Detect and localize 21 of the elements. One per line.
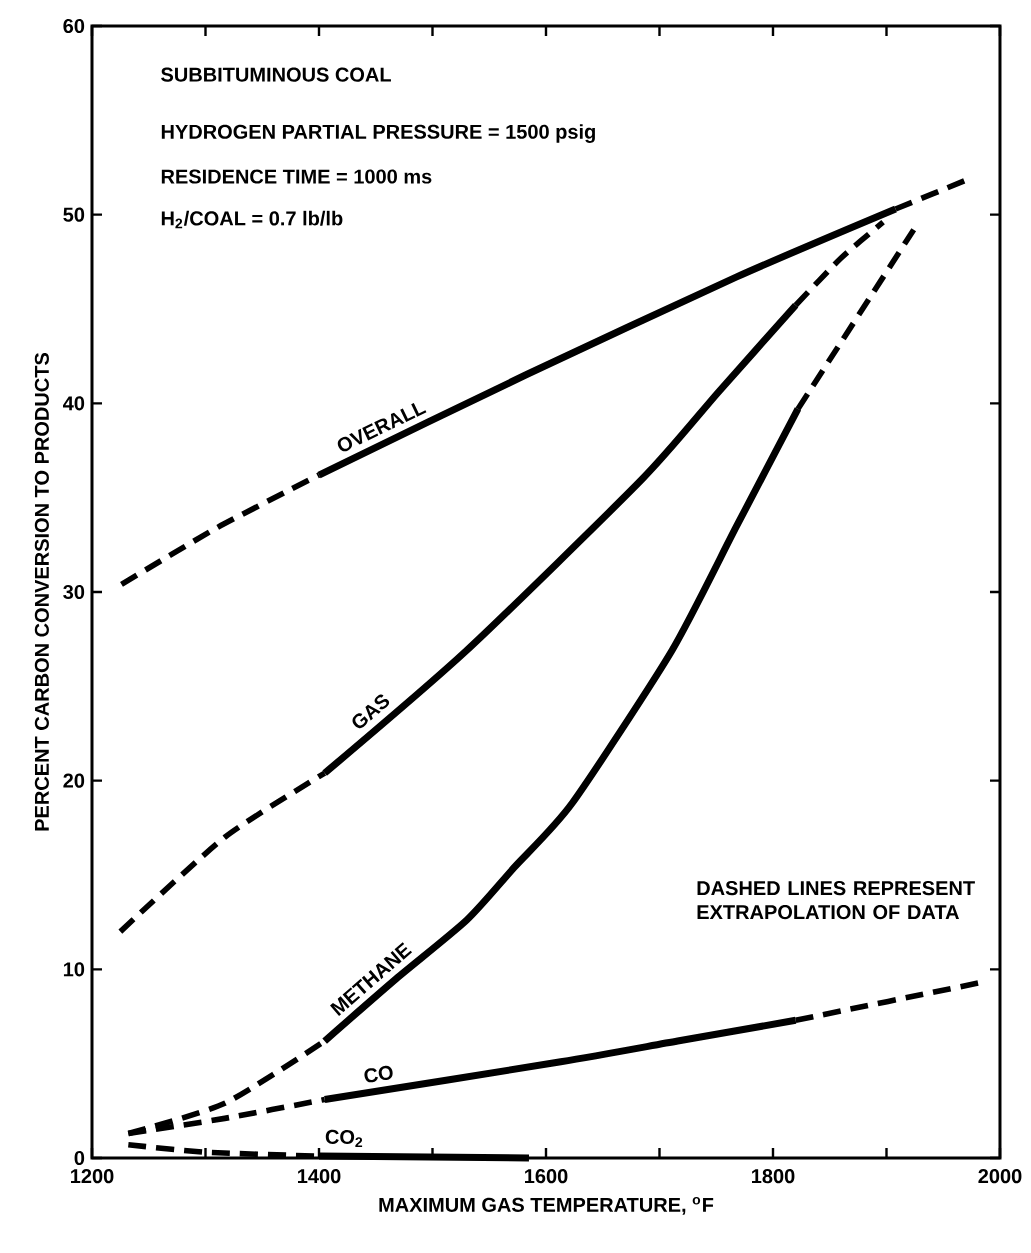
y-tick-label: 0 [74,1150,85,1166]
x-tick-label: 1600 [525,1169,568,1184]
annotation: RESIDENCE TIME = 1000 ms [161,169,432,184]
annotation: H$_{2}$/COAL = 0.7 lb/lb [161,210,343,229]
annotation: HYDROGEN PARTIAL PRESSURE = 1500 psig [161,124,595,143]
annotation: SUBBITUMINOUS COAL [161,67,391,82]
series-label: CO$_{2}$ [325,1129,363,1147]
y-tick-label: 50 [63,207,85,222]
y-tick-label: 10 [63,962,85,977]
x-tick-label: 2000 [978,1169,1022,1184]
y-tick-label: 20 [63,773,85,788]
annotation: DASHED LINES REPRESENT EXTRAPOLATION OF DATA [697,881,975,920]
x-axis-title: MAXIMUM GAS TEMPERATURE, $^{o}$F [379,1196,714,1215]
x-tick-label: 1200 [71,1169,114,1184]
y-tick-label: 30 [63,584,85,600]
y-tick-label: 40 [63,396,85,411]
x-tick-label: 1400 [298,1169,341,1184]
y-tick-label: 60 [63,18,85,34]
y-axis-title: PERCENT CARBON CONVERSION TO PRODUCTS [34,352,49,831]
text: CO [364,1065,393,1083]
x-tick-label: 1800 [752,1169,795,1184]
